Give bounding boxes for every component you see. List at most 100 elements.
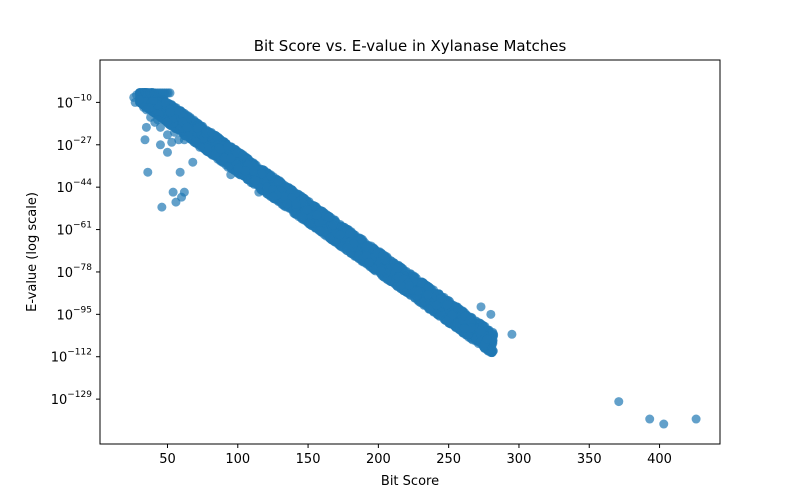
data-point [342, 242, 352, 252]
data-point [324, 212, 334, 222]
data-point [442, 316, 452, 326]
data-point [298, 198, 308, 208]
data-point [465, 315, 475, 325]
data-point [396, 280, 406, 290]
data-point [476, 302, 486, 312]
data-point [170, 127, 180, 137]
data-point [240, 166, 250, 176]
data-point [207, 128, 217, 138]
data-point [162, 147, 172, 157]
data-point [226, 170, 236, 180]
x-tick-label: 250 [436, 452, 461, 467]
data-point [153, 115, 163, 125]
data-point [167, 137, 177, 147]
y-tick-base: 10 [56, 139, 73, 154]
data-point [645, 414, 655, 424]
data-point [378, 250, 388, 260]
data-point [361, 242, 371, 252]
y-tick-exponent: −112 [67, 348, 92, 358]
points-layer [129, 87, 701, 429]
y-tick-exponent: −44 [73, 178, 92, 188]
y-tick-base: 10 [56, 266, 73, 281]
x-tick-label: 100 [225, 452, 250, 467]
data-point [507, 329, 517, 339]
data-point [202, 143, 212, 153]
y-tick-label: 10−95 [56, 305, 92, 323]
data-point [328, 220, 338, 230]
data-point [442, 300, 452, 310]
data-point [148, 95, 158, 105]
x-tick-label: 350 [577, 452, 602, 467]
data-point [168, 187, 178, 197]
y-tick-exponent: −78 [73, 263, 92, 273]
data-point [179, 187, 189, 197]
data-point [223, 162, 233, 172]
y-tick-exponent: −95 [73, 305, 92, 315]
data-point [155, 122, 165, 132]
data-point [364, 257, 374, 267]
data-point [140, 135, 150, 145]
y-axis-label: E-value (log scale) [25, 192, 40, 312]
data-point [165, 88, 175, 98]
data-point [273, 176, 283, 186]
y-tick-label: 10−27 [56, 136, 92, 154]
data-point [476, 326, 486, 336]
data-point [141, 122, 151, 132]
data-point [302, 205, 312, 215]
data-point [691, 414, 701, 424]
data-point [223, 142, 233, 151]
data-point [141, 105, 151, 115]
data-point [356, 234, 366, 244]
data-point [335, 230, 345, 240]
y-tick-base: 10 [56, 224, 73, 239]
data-point [250, 176, 260, 186]
y-tick-base: 10 [51, 393, 68, 408]
data-point [376, 266, 386, 276]
data-point [482, 334, 492, 344]
chart-title: Bit Score vs. E-value in Xylanase Matche… [254, 37, 567, 55]
x-axis-label: Bit Score [381, 474, 439, 489]
data-point [614, 397, 624, 407]
data-point [431, 300, 441, 310]
data-point [165, 107, 175, 117]
data-point [233, 163, 243, 173]
data-point [173, 106, 183, 116]
y-tick-exponent: −10 [73, 93, 92, 103]
data-point [238, 151, 248, 161]
y-axis: 10−1010−2710−4410−6110−7810−9510−11210−1… [51, 93, 100, 408]
data-point [175, 167, 185, 177]
data-point [282, 199, 292, 209]
data-point [424, 304, 434, 314]
data-point [157, 202, 167, 212]
plot-frame [99, 59, 721, 445]
y-tick-base: 10 [51, 351, 68, 366]
data-point [179, 135, 189, 145]
data-point [268, 192, 278, 202]
data-point [325, 233, 335, 243]
data-point [143, 167, 153, 177]
y-tick-exponent: −61 [73, 221, 92, 231]
data-point [134, 95, 144, 105]
data-point [162, 117, 172, 127]
y-tick-base: 10 [56, 308, 73, 323]
y-tick-label: 10−129 [51, 390, 93, 408]
x-tick-label: 400 [647, 452, 672, 467]
data-point [266, 171, 276, 181]
x-tick-label: 200 [366, 452, 391, 467]
data-point [155, 140, 165, 150]
data-point [315, 226, 325, 236]
data-point [659, 419, 669, 429]
y-tick-label: 10−112 [51, 348, 92, 366]
data-point [162, 130, 172, 140]
data-point [486, 309, 496, 319]
data-point [369, 264, 379, 274]
x-tick-label: 50 [159, 452, 176, 467]
y-tick-base: 10 [56, 96, 73, 111]
y-tick-label: 10−44 [56, 178, 92, 196]
data-point [459, 323, 469, 333]
y-tick-label: 10−10 [56, 93, 92, 111]
data-point [392, 263, 402, 273]
y-tick-exponent: −27 [73, 136, 92, 146]
data-point [193, 123, 203, 133]
